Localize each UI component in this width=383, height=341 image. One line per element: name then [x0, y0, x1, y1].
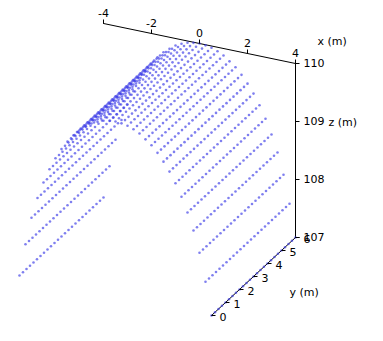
svg-text:108: 108 [304, 173, 325, 186]
svg-text:2: 2 [244, 37, 251, 50]
svg-text:3: 3 [262, 272, 269, 285]
svg-text:y (m): y (m) [290, 286, 319, 299]
svg-text:0: 0 [220, 311, 227, 324]
svg-text:107: 107 [303, 231, 325, 244]
svg-text:6: 6 [304, 233, 311, 246]
svg-text:-4: -4 [98, 7, 109, 20]
svg-text:5: 5 [290, 246, 297, 259]
svg-text:109: 109 [304, 115, 325, 128]
svg-text:z (m): z (m) [329, 116, 358, 129]
svg-text:x (m): x (m) [318, 35, 347, 48]
svg-text:1: 1 [234, 298, 241, 311]
svg-text:-2: -2 [146, 17, 157, 30]
svg-text:4: 4 [292, 47, 299, 60]
svg-text:2: 2 [248, 285, 255, 298]
svg-text:0: 0 [196, 27, 203, 40]
svg-text:110: 110 [304, 57, 325, 70]
svg-text:4: 4 [276, 259, 283, 272]
